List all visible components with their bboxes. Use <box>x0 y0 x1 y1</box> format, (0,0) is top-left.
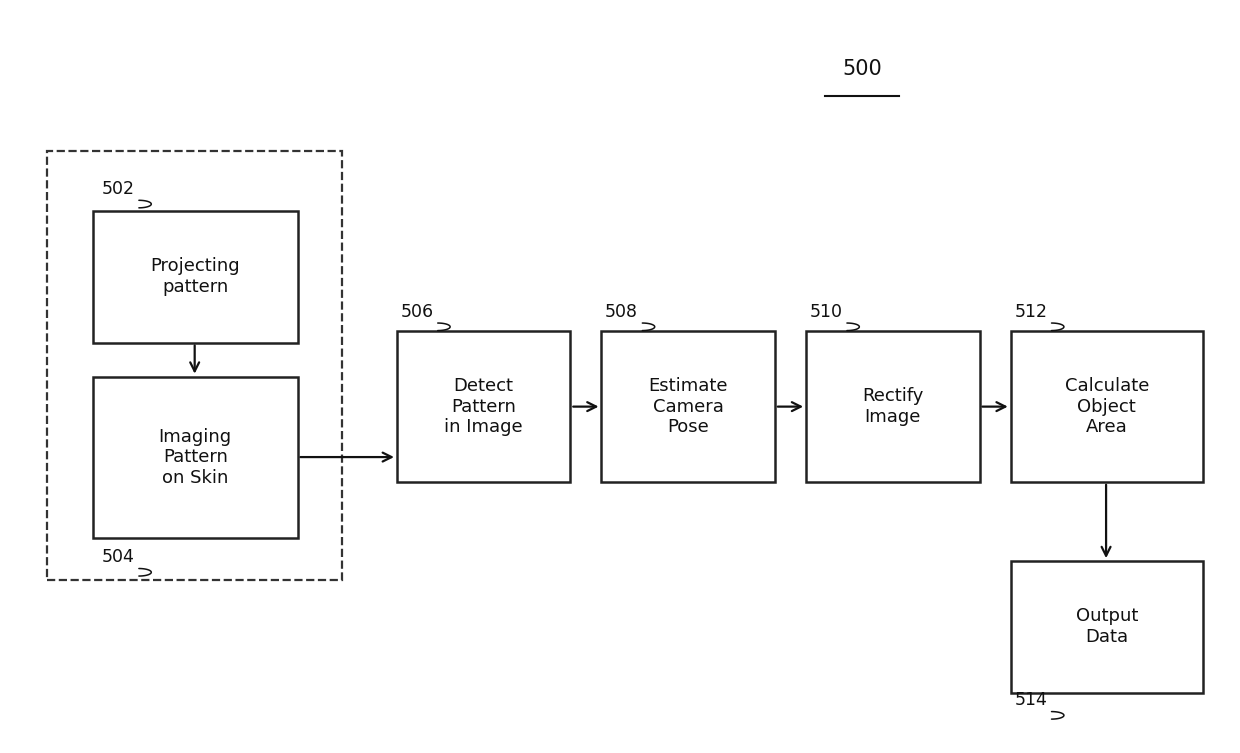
Bar <box>47 151 342 580</box>
Text: 506: 506 <box>401 303 434 321</box>
Text: Detect
Pattern
in Image: Detect Pattern in Image <box>444 376 523 437</box>
Text: 504: 504 <box>102 548 135 566</box>
Text: 514: 514 <box>1014 691 1048 709</box>
Text: Imaging
Pattern
on Skin: Imaging Pattern on Skin <box>159 428 232 487</box>
Text: 508: 508 <box>605 303 639 321</box>
Bar <box>1011 561 1203 693</box>
Text: Output
Data: Output Data <box>1075 608 1138 646</box>
Bar <box>93 211 298 343</box>
Text: 510: 510 <box>810 303 843 321</box>
Text: 500: 500 <box>842 59 882 79</box>
Bar <box>397 331 570 482</box>
Text: Calculate
Object
Area: Calculate Object Area <box>1064 376 1149 437</box>
Bar <box>601 331 775 482</box>
Bar <box>1011 331 1203 482</box>
Text: Estimate
Camera
Pose: Estimate Camera Pose <box>649 376 728 437</box>
Text: 512: 512 <box>1014 303 1048 321</box>
Text: Projecting
pattern: Projecting pattern <box>150 258 241 296</box>
Text: 502: 502 <box>102 180 135 198</box>
Bar <box>93 376 298 538</box>
Text: Rectify
Image: Rectify Image <box>862 387 924 426</box>
Bar <box>806 331 980 482</box>
